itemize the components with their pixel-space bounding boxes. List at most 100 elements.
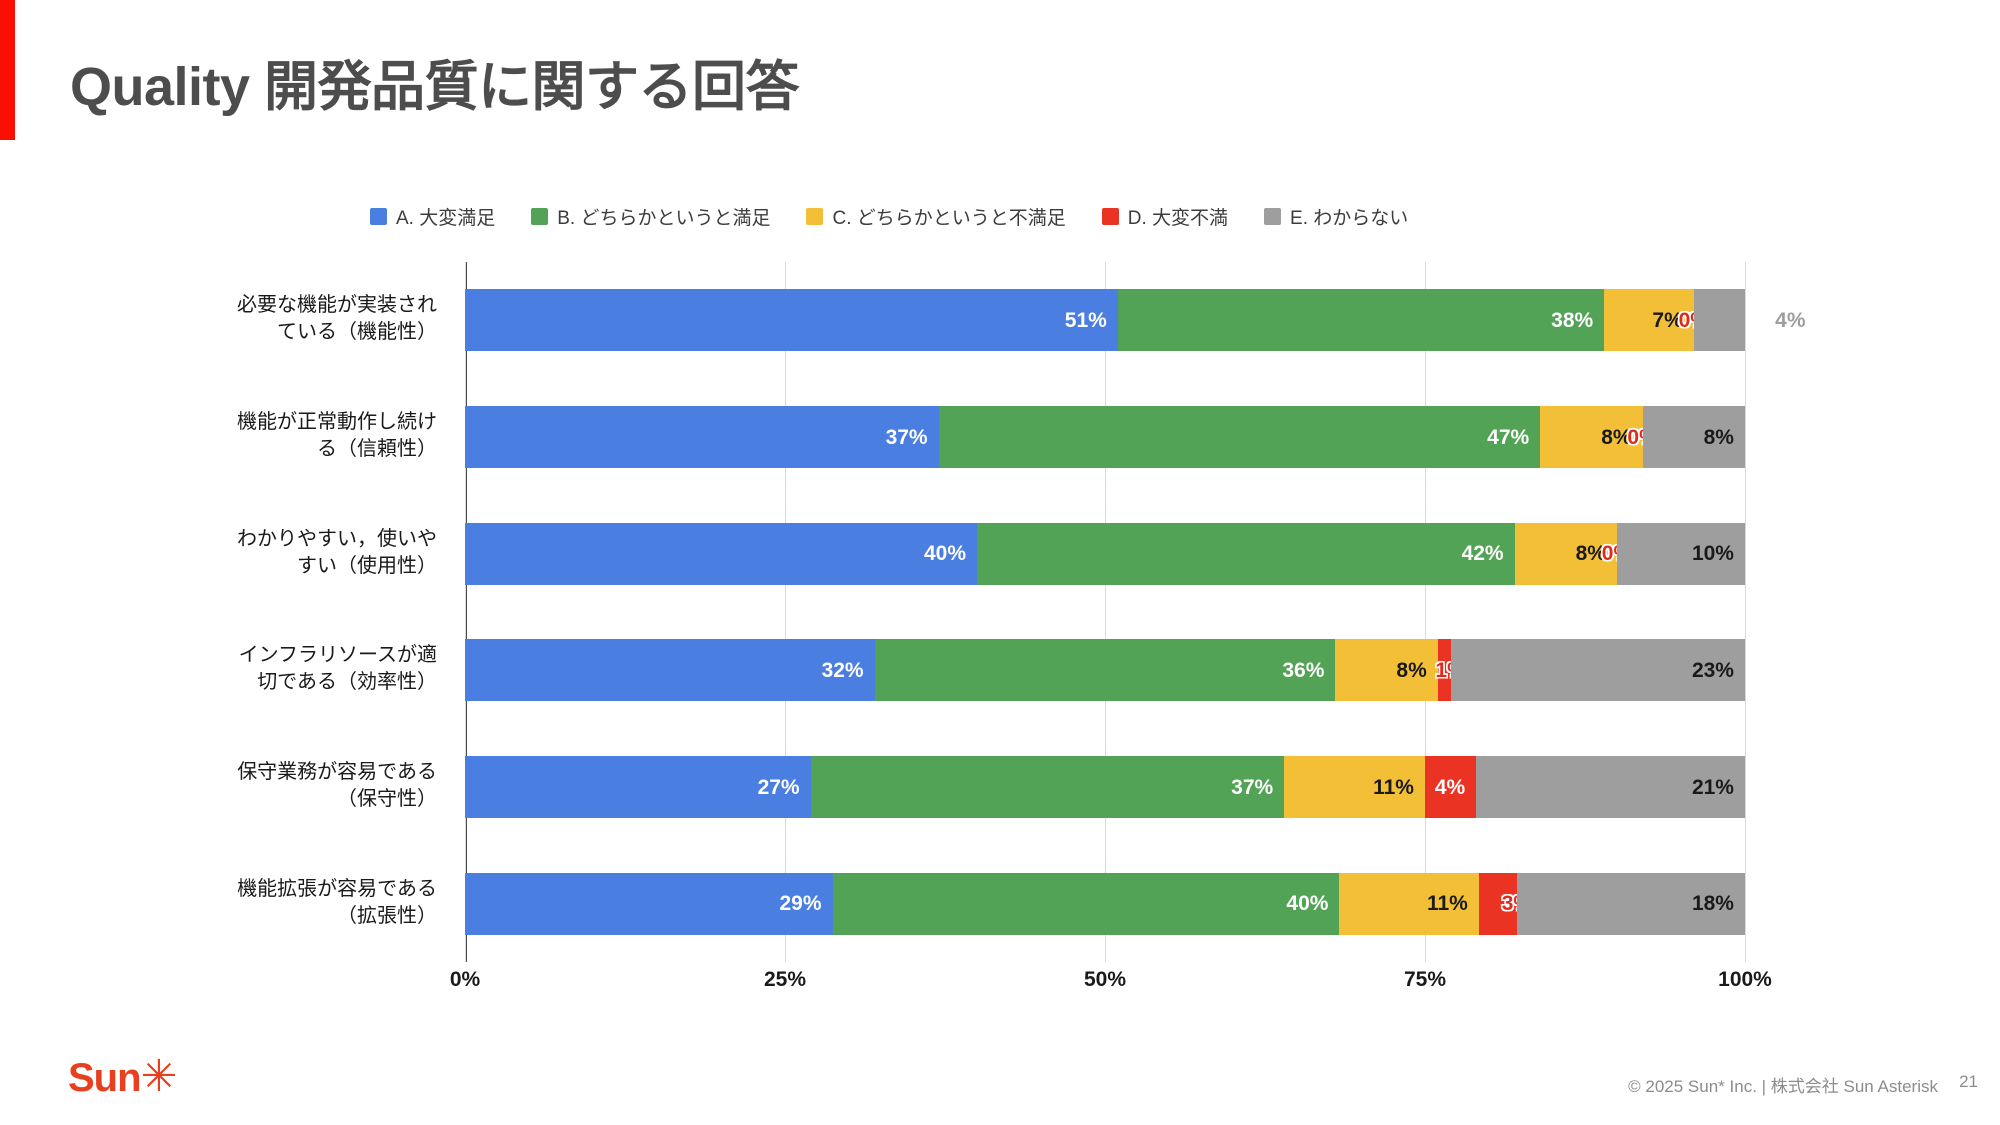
category-label: 機能が正常動作し続ける（信頼性）: [187, 409, 437, 463]
gridline-75: [1425, 262, 1426, 962]
bar-row: 40%42%8%0%10%: [465, 522, 1745, 585]
bar-segment[interactable]: 40%: [465, 522, 977, 585]
copyright-footer: © 2025 Sun* Inc. | 株式会社 Sun Asterisk: [1628, 1077, 1938, 1096]
bar-row: 29% 40% 11% 3% 18%: [465, 872, 1745, 935]
bar-segment[interactable]: 1%: [1435, 639, 1466, 702]
stacked-bar-chart: 0%25%50%75%100%51%38%7%0%4%37%47%8%0%8%4…: [205, 262, 1806, 991]
bar-segment[interactable]: 27%: [465, 756, 811, 818]
category-label-line: わかりやすい，使いや: [237, 527, 437, 550]
legend-swatch-icon: [806, 208, 824, 225]
bar-segment[interactable]: 29%: [465, 872, 833, 935]
legend-swatch-icon: [531, 208, 549, 225]
bar-segment[interactable]: 37%: [465, 406, 939, 468]
bar-segment[interactable]: 8%: [1642, 406, 1745, 468]
legend-item-e[interactable]: E. わからない: [1264, 203, 1408, 230]
legend-item-b[interactable]: B. どちらかというと満足: [531, 203, 770, 230]
bar-segment[interactable]: 23%: [1450, 639, 1745, 702]
legend-item-d[interactable]: D. 大変不満: [1101, 203, 1229, 230]
bar-segment[interactable]: 11%: [1339, 872, 1479, 935]
legend-label: B. どちらかというと満足: [557, 208, 771, 229]
bar-track: 32% 36% 8% 1% 23%: [465, 639, 1745, 702]
gridline-0: [465, 262, 466, 962]
gridline-25: [785, 262, 786, 962]
legend-swatch-icon: [370, 208, 387, 225]
bar-segment[interactable]: 8%: [1514, 522, 1617, 585]
bar-segment[interactable]: 21%: [1476, 756, 1745, 818]
bar-segment[interactable]: 4%: [1693, 289, 1806, 352]
bar-value-label: 37%: [885, 425, 928, 449]
bar-value-label: 7%: [1652, 308, 1683, 332]
bar-value-label: 42%: [1461, 542, 1504, 566]
bar-value-label: 8%: [1396, 658, 1427, 682]
x-tick-label: 75%: [1403, 968, 1447, 991]
legend-swatch-icon: [1101, 208, 1119, 225]
bar-track: 27% 37% 11% 4% 21%: [465, 756, 1745, 818]
category-label: 機能拡張が容易である （拡張性）: [187, 876, 437, 930]
bar-segment[interactable]: 7%: [1604, 289, 1694, 352]
bar-row: 27% 37% 11% 4% 21%: [465, 756, 1745, 818]
bar-value-label: 4%: [1775, 308, 1806, 332]
legend-label: C. どちらかというと不満足: [832, 208, 1066, 229]
bar-value-label: 36%: [1282, 658, 1325, 682]
category-label-line: 機能が正常動作し続け: [237, 411, 437, 433]
legend-item-c[interactable]: C. どちらかというと不満足: [806, 203, 1066, 230]
accent-bar: [0, 0, 15, 140]
bar-row: 37%47%8%0%8%: [465, 406, 1745, 468]
x-tick-label: 0%: [449, 968, 481, 991]
bar-segment[interactable]: 8%: [1335, 639, 1438, 702]
category-label: 保守業務が容易である （保守性）: [187, 759, 437, 813]
bar-segment[interactable]: 10%: [1616, 522, 1745, 585]
bar-segment[interactable]: 4%: [1424, 756, 1477, 818]
bar-segment[interactable]: 37%: [810, 756, 1285, 818]
legend-label: A. 大変満足: [396, 208, 496, 229]
bar-value-label: 10%: [1691, 542, 1734, 566]
bar-value-label: 29%: [779, 892, 822, 916]
bar-value-label: 21%: [1691, 775, 1734, 799]
x-tick-label: 100%: [1718, 968, 1772, 991]
page-title: Quality 開発品質に関する回答: [70, 57, 800, 117]
bar-value-label: 8%: [1601, 425, 1632, 449]
plot-area: 0%25%50%75%100%51%38%7%0%4%37%47%8%0%8%4…: [450, 262, 1806, 991]
bar-segment[interactable]: 32%: [465, 639, 875, 702]
bar-segment[interactable]: 42%: [977, 522, 1515, 585]
bar-value-label: 27%: [757, 775, 800, 799]
category-label-line: インフラリソースが適: [238, 644, 437, 667]
category-label-line: る（信頼性）: [317, 438, 437, 460]
asterisk-icon: ✳: [140, 1052, 178, 1101]
bar-track: 29% 40% 11% 3% 18%: [465, 872, 1745, 935]
bar-segment[interactable]: 8%: [1540, 406, 1643, 468]
legend-swatch-icon: [1264, 208, 1282, 225]
legend-item-a[interactable]: A. 大変満足: [370, 203, 495, 230]
bar-segment[interactable]: 11%: [1284, 756, 1425, 818]
bar-track: 51%38%7%0%4%: [465, 289, 1806, 352]
bar-segment[interactable]: 18%: [1516, 872, 1745, 935]
category-label: わかりやすい，使いや すい（使用性）: [187, 526, 437, 580]
logo-text: Sun: [68, 1056, 142, 1100]
category-label-line: （保守性）: [337, 788, 437, 810]
bar-track: 37%47%8%0%8%: [465, 406, 1745, 468]
x-tick-label: 25%: [763, 968, 807, 991]
category-label-line: 必要な機能が実装され: [237, 294, 437, 317]
bar-value-label: 8%: [1703, 425, 1734, 449]
bar-value-label: 40%: [923, 542, 966, 566]
bar-value-label: 51%: [1064, 308, 1107, 332]
bar-value-label: 4%: [1434, 775, 1466, 799]
bar-value-label: 40%: [1286, 892, 1329, 916]
bar-segment[interactable]: 47%: [938, 406, 1541, 468]
category-label-line: 切である（効率性）: [257, 671, 437, 694]
page-number: 21: [1959, 1072, 1978, 1091]
y-axis-line: [465, 262, 467, 962]
bar-segment[interactable]: 36%: [874, 639, 1336, 702]
bar-segment[interactable]: 40%: [832, 872, 1340, 935]
chart-legend: A. 大変満足 B. どちらかというと満足 C. どちらかというと不満足 D. 大変不…: [370, 203, 1408, 230]
bar-segment[interactable]: 38%: [1117, 289, 1605, 352]
bar-value-label: 37%: [1231, 775, 1274, 799]
category-label-line: 機能拡張が容易である: [237, 877, 437, 900]
legend-label: D. 大変不満: [1127, 208, 1229, 229]
bar-row: 51%38%7%0%4%: [465, 289, 1806, 352]
bar-value-label: 23%: [1691, 658, 1734, 682]
bar-segment[interactable]: 3%: [1478, 872, 1532, 935]
legend-label: E. わからない: [1290, 208, 1409, 229]
bar-segment[interactable]: 51%: [465, 289, 1118, 352]
